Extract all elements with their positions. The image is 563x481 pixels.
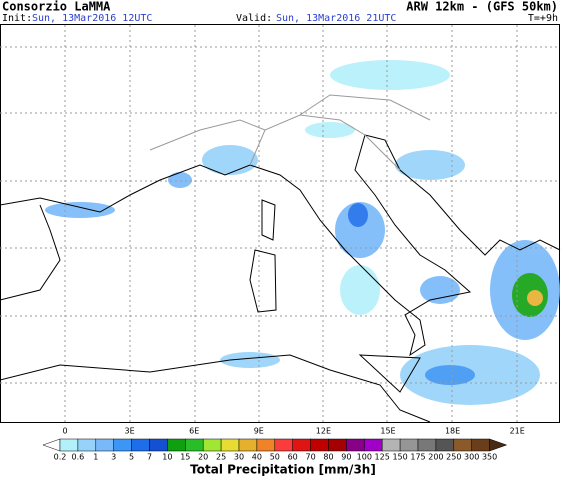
lead-time: T=+9h: [528, 13, 558, 24]
colorbar-box: [238, 438, 258, 452]
colorbar-label: 90: [341, 453, 351, 462]
colorbar-label: 125: [375, 453, 390, 462]
colorbar-label: 7: [147, 453, 152, 462]
colorbar-label: 30: [234, 453, 244, 462]
longitude-label: 6E: [189, 427, 199, 436]
colorbar-box: [417, 438, 437, 452]
colorbar-label: 1: [93, 453, 98, 462]
valid-value: Sun, 13Mar2016 21UTC: [276, 13, 396, 24]
colorbar-label: 50: [270, 453, 280, 462]
colorbar-box: [292, 438, 311, 452]
colorbar-box: [399, 438, 419, 452]
colorbar-box: [364, 438, 383, 452]
colorbar-triangle: [42, 438, 61, 452]
colorbar-label: 300: [464, 453, 479, 462]
init-value: Sun, 13Mar2016 12UTC: [32, 13, 152, 24]
colorbar-label: 40: [252, 453, 262, 462]
colorbar-label: 100: [357, 453, 372, 462]
coastlines: [0, 134, 561, 423]
longitude-labels: 0 3E 6E 9E 12E 15E 18E 21E: [62, 427, 524, 436]
colorbar-box: [220, 438, 240, 452]
colorbar-label: 350: [482, 453, 497, 462]
colorbar-triangle: [489, 438, 508, 452]
longitude-label: 0: [62, 427, 67, 436]
colorbar-box: [113, 438, 132, 452]
init-label: Init:: [2, 13, 32, 24]
header-model: ARW 12km - (GFS 50km): [406, 0, 558, 14]
colorbar-label: 10: [162, 453, 172, 462]
colorbar-box: [453, 438, 472, 452]
header-title: Consorzio LaMMA: [2, 0, 111, 14]
longitude-label: 12E: [316, 427, 331, 436]
colorbar-label: 80: [323, 453, 333, 462]
longitude-label: 18E: [445, 427, 460, 436]
graticule: [0, 25, 560, 422]
precipitation: [45, 60, 560, 405]
colorbar-box: [149, 438, 168, 452]
borders: [149, 94, 431, 171]
colorbar: 0.2 0.6 1 3 5 7 10 15 20 25 30 40 50 60 70 80 90 100 125 15…: [42, 438, 508, 462]
colorbar-label: 60: [288, 453, 298, 462]
longitude-label: 15E: [380, 427, 395, 436]
colorbar-label: 25: [216, 453, 226, 462]
colorbar-title: Total Precipitation [mm/3h]: [190, 463, 376, 477]
colorbar-label: 175: [410, 453, 425, 462]
colorbar-label: 0.6: [72, 453, 85, 462]
colorbar-label: 150: [392, 453, 407, 462]
colorbar-box: [59, 438, 79, 452]
colorbar-box: [435, 438, 455, 452]
valid-label: Valid:: [236, 13, 272, 24]
colorbar-box: [346, 438, 365, 452]
colorbar-box: [185, 438, 204, 452]
colorbar-label: 70: [306, 453, 316, 462]
colorbar-box: [328, 438, 347, 452]
map: [0, 24, 561, 423]
colorbar-box: [202, 438, 222, 452]
colorbar-box: [381, 438, 401, 452]
colorbar-label: 20: [198, 453, 208, 462]
longitude-label: 3E: [125, 427, 135, 436]
colorbar-box: [77, 438, 97, 452]
longitude-label: 21E: [510, 427, 525, 436]
colorbar-label: 3: [111, 453, 116, 462]
colorbar-box: [310, 438, 329, 452]
longitude-label: 9E: [254, 427, 264, 436]
colorbar-label: 15: [180, 453, 190, 462]
colorbar-label: 250: [446, 453, 461, 462]
colorbar-box: [131, 438, 150, 452]
colorbar-box: [256, 438, 276, 452]
colorbar-box: [471, 438, 490, 452]
colorbar-label: 0.2: [54, 453, 67, 462]
colorbar-box: [167, 438, 186, 452]
colorbar-label: 200: [428, 453, 443, 462]
colorbar-box: [274, 438, 293, 452]
colorbar-box: [95, 438, 114, 452]
colorbar-label: 5: [129, 453, 134, 462]
